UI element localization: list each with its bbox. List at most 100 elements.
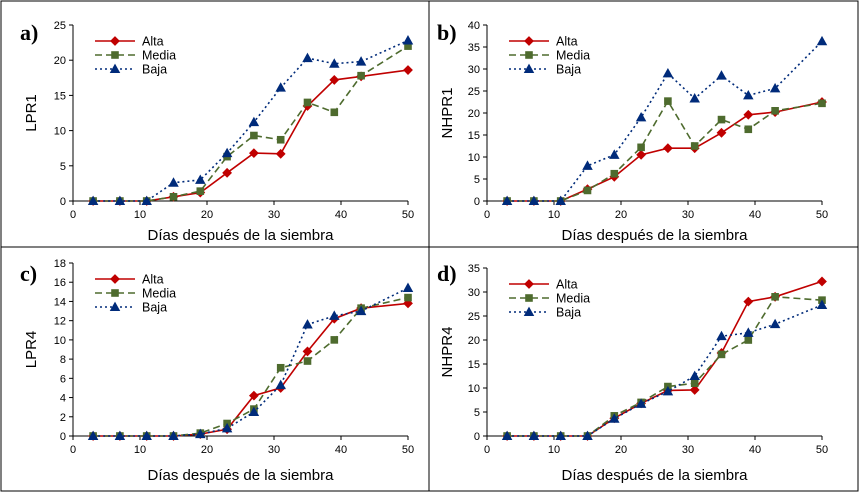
legend-label-baja: Baja — [556, 306, 581, 320]
data-point-baja — [609, 149, 620, 159]
data-point-baja — [816, 299, 828, 309]
data-point-alta — [248, 148, 259, 159]
data-point-baja — [582, 160, 593, 170]
y-tick-label: 5 — [60, 161, 66, 173]
data-point-media — [717, 350, 726, 359]
legend-label-alta: Alta — [142, 273, 164, 287]
x-tick-label: 50 — [816, 209, 828, 221]
y-tick-label: 16 — [54, 277, 66, 289]
legend-marker-baja — [523, 306, 535, 317]
data-point-baja — [402, 35, 414, 45]
x-tick-label: 40 — [335, 444, 347, 456]
x-tick-label: 40 — [749, 444, 761, 456]
data-point-media — [637, 143, 645, 152]
x-tick-label: 50 — [402, 209, 414, 221]
data-point-media — [610, 169, 619, 178]
x-tick-label: 0 — [70, 444, 76, 456]
data-point-baja — [275, 379, 286, 390]
data-point-baja — [582, 430, 593, 441]
data-point-media — [744, 336, 753, 344]
series-line-media — [93, 296, 409, 437]
data-point-alta — [275, 148, 286, 159]
x-tick-label: 10 — [134, 209, 146, 221]
data-point-baja — [501, 430, 513, 441]
legend-marker-baja — [109, 301, 121, 312]
data-point-baja — [302, 319, 313, 329]
data-point-baja — [769, 318, 781, 329]
data-point-media — [196, 187, 205, 195]
data-point-baja — [248, 116, 260, 127]
data-point-baja — [662, 67, 674, 78]
data-point-media — [771, 293, 779, 301]
y-tick-label: 10 — [468, 152, 480, 164]
y-tick-label: 0 — [60, 196, 66, 208]
legend-marker-media — [111, 51, 119, 59]
y-tick-label: 4 — [60, 393, 66, 405]
y-axis-title: LPR1 — [23, 94, 40, 132]
legend-label-media: Media — [556, 292, 590, 306]
data-point-baja — [716, 70, 727, 80]
legend-label-media: Media — [556, 49, 590, 63]
panel-b: 0 5 10 15 20 25 30 35 40 0 10 20 30 40 50 Días después … — [437, 20, 828, 244]
legend-marker-alta — [110, 36, 120, 46]
data-point-baja — [168, 430, 179, 441]
legend-label-media: Media — [142, 49, 176, 63]
legend-label-alta: Alta — [556, 278, 578, 292]
data-point-baja — [689, 93, 700, 103]
data-point-alta — [817, 276, 827, 287]
data-point-alta — [636, 149, 647, 160]
data-point-baja — [555, 430, 566, 441]
legend-label-baja: Baja — [142, 63, 167, 77]
series-line-media — [507, 295, 823, 437]
legend-marker-alta — [110, 274, 120, 284]
data-point-baja — [743, 89, 754, 100]
y-tick-label: 14 — [54, 296, 66, 308]
data-point-alta — [662, 143, 673, 154]
data-point-baja — [221, 422, 233, 433]
panel-label: c) — [20, 261, 37, 286]
series-line-baja — [93, 39, 409, 202]
y-tick-label: 15 — [468, 359, 480, 371]
data-point-media — [818, 99, 826, 108]
y-axis-title: LPR4 — [23, 331, 40, 369]
panel-label: d) — [437, 261, 457, 286]
data-point-alta — [743, 109, 754, 120]
data-point-media — [303, 357, 312, 365]
legend-label-alta: Alta — [142, 35, 164, 49]
data-point-alta — [222, 167, 233, 178]
y-tick-label: 20 — [468, 108, 480, 120]
x-tick-label: 20 — [201, 209, 213, 221]
data-point-media — [717, 115, 726, 124]
y-tick-label: 0 — [474, 196, 480, 208]
y-tick-label: 25 — [468, 86, 480, 98]
data-point-media — [250, 131, 258, 140]
legend-marker-media — [111, 289, 119, 297]
data-point-baja — [689, 370, 700, 381]
x-tick-label: 20 — [615, 209, 627, 221]
data-point-baja — [329, 58, 340, 68]
data-point-baja — [141, 430, 152, 441]
x-tick-label: 50 — [816, 444, 828, 456]
x-tick-label: 20 — [201, 444, 213, 456]
y-tick-label: 15 — [54, 90, 66, 102]
y-tick-label: 10 — [54, 335, 66, 347]
x-axis-title: Días después de la siembra — [562, 467, 749, 484]
data-point-baja — [635, 111, 647, 122]
data-point-baja — [769, 82, 781, 93]
x-tick-label: 30 — [682, 209, 694, 221]
panel-d: 0 5 10 15 20 25 30 35 0 10 20 30 40 50 Días después de… — [437, 261, 828, 484]
data-point-alta — [743, 296, 754, 307]
legend-label-media: Media — [142, 287, 176, 301]
data-point-baja — [402, 282, 414, 293]
data-point-alta — [302, 346, 313, 357]
data-point-baja — [528, 195, 540, 206]
x-tick-label: 30 — [268, 444, 280, 456]
data-point-baja — [355, 56, 367, 66]
data-point-baja — [355, 305, 367, 316]
x-tick-label: 40 — [335, 209, 347, 221]
data-point-baja — [221, 147, 233, 158]
data-point-media — [583, 186, 592, 195]
data-point-baja — [87, 430, 99, 441]
data-point-baja — [141, 195, 152, 206]
